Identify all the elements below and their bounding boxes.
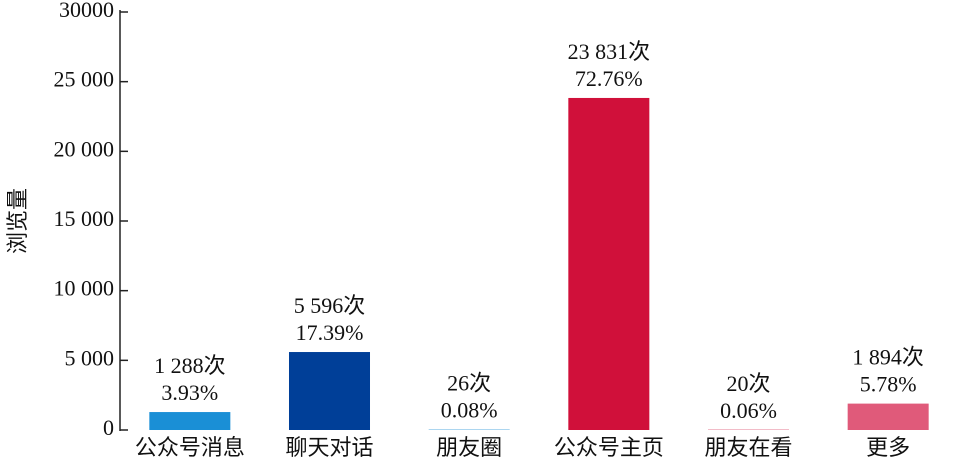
- value-label: 1 894次: [852, 345, 924, 370]
- percent-label: 17.39%: [296, 320, 364, 345]
- percent-label: 72.76%: [575, 66, 643, 91]
- value-label: 1 288次: [154, 353, 226, 378]
- x-tick-label: 聊天对话: [285, 435, 373, 460]
- percent-label: 5.78%: [860, 372, 917, 397]
- percent-label: 3.93%: [161, 380, 218, 405]
- y-tick-label: 20 000: [54, 136, 115, 161]
- bar: [288, 352, 371, 430]
- percent-label: 0.08%: [441, 398, 498, 423]
- x-tick-label: 公众号主页: [554, 435, 664, 460]
- x-tick-label: 公众号消息: [135, 435, 245, 460]
- x-tick-label: 朋友在看: [704, 435, 792, 460]
- percent-label: 0.06%: [720, 398, 777, 423]
- value-label: 26次: [447, 371, 491, 396]
- bar: [568, 97, 650, 430]
- bar: [149, 412, 231, 430]
- y-tick-label: 25 000: [54, 67, 115, 92]
- value-label: 5 596次: [294, 293, 366, 318]
- y-tick-label: 10 000: [54, 276, 115, 301]
- bar: [847, 403, 929, 430]
- y-tick-label: 5 000: [65, 345, 115, 370]
- y-tick-label: 15 000: [54, 206, 115, 231]
- value-label: 20次: [726, 371, 770, 396]
- y-tick-label: 30000: [59, 0, 114, 22]
- x-tick-label: 朋友圈: [436, 435, 502, 460]
- y-tick-label: 0: [103, 415, 114, 440]
- y-axis-label: 浏览量: [5, 188, 30, 254]
- value-label: 23 831次: [568, 39, 651, 64]
- x-tick-label: 更多: [866, 435, 910, 460]
